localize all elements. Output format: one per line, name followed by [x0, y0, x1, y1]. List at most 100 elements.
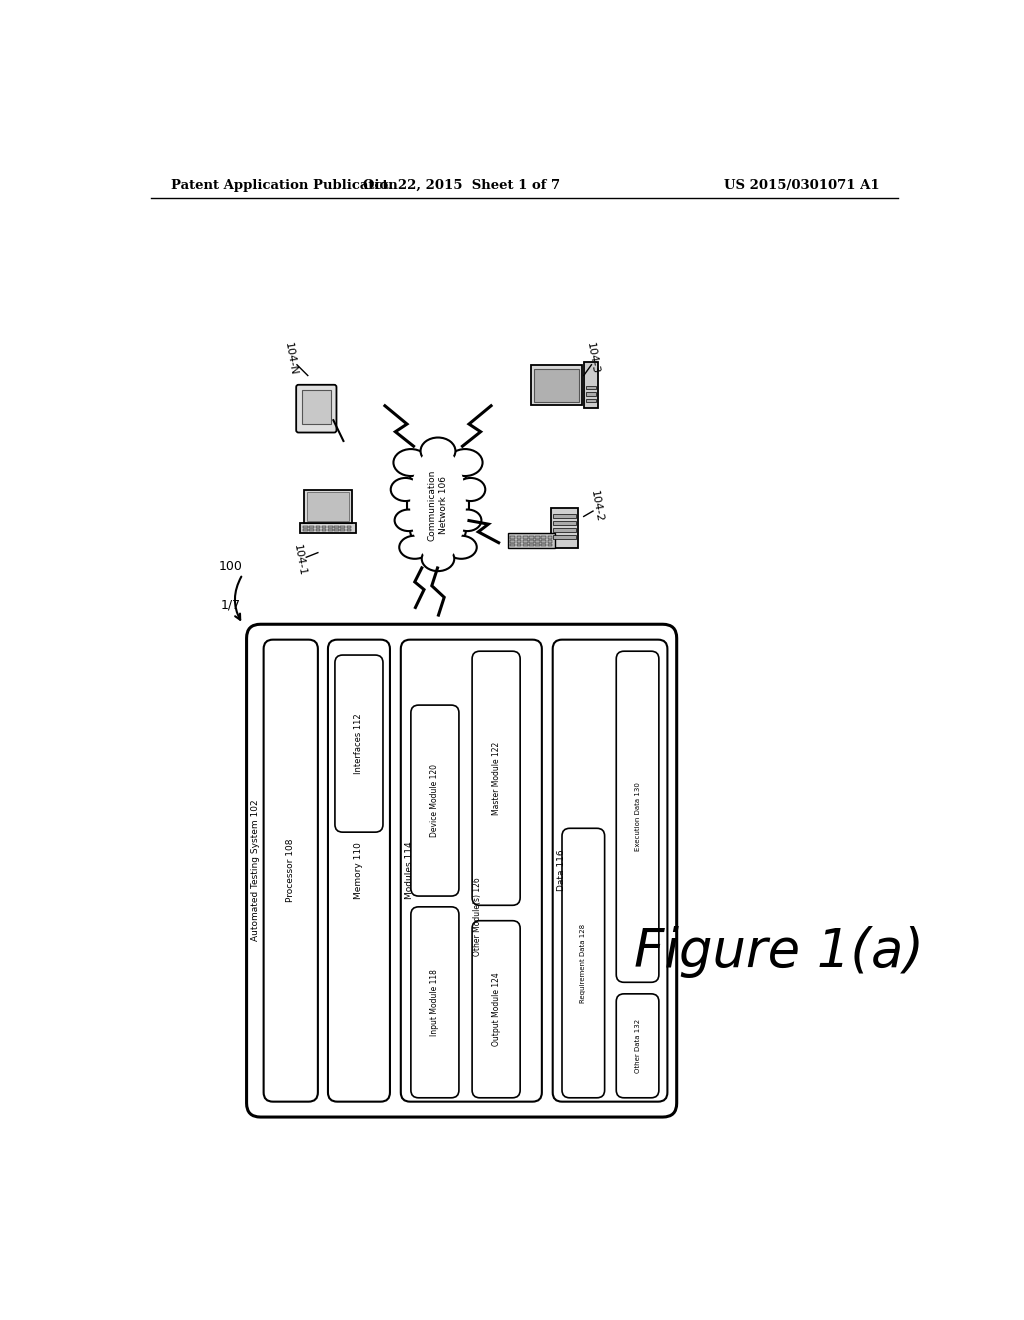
FancyBboxPatch shape — [616, 994, 658, 1098]
Bar — [523, 536, 527, 539]
Text: Requirement Data 128: Requirement Data 128 — [581, 924, 587, 1003]
Bar — [586, 387, 597, 389]
FancyBboxPatch shape — [247, 624, 677, 1117]
Text: Output Module 124: Output Module 124 — [492, 973, 501, 1047]
Bar — [529, 544, 534, 546]
Text: Data 116: Data 116 — [557, 850, 565, 891]
Bar — [340, 529, 345, 531]
Ellipse shape — [391, 478, 420, 502]
Text: Modules 114: Modules 114 — [404, 842, 414, 899]
Text: Figure 1(a): Figure 1(a) — [634, 925, 924, 978]
Bar — [536, 536, 540, 539]
Bar — [529, 540, 534, 543]
Bar — [542, 544, 546, 546]
Text: Execution Data 130: Execution Data 130 — [635, 783, 641, 851]
Ellipse shape — [393, 449, 428, 477]
Bar — [322, 529, 327, 531]
Ellipse shape — [407, 444, 469, 566]
FancyBboxPatch shape — [335, 655, 383, 832]
Text: Master Module 122: Master Module 122 — [492, 742, 501, 814]
Bar — [315, 529, 321, 531]
Bar — [542, 540, 546, 543]
Text: 104-N: 104-N — [283, 342, 299, 376]
Ellipse shape — [447, 449, 482, 477]
Text: Automated Testing System 102: Automated Testing System 102 — [251, 800, 260, 941]
Bar — [536, 540, 540, 543]
Bar — [510, 536, 515, 539]
Bar — [510, 540, 515, 543]
Bar — [517, 544, 521, 546]
FancyBboxPatch shape — [411, 705, 459, 896]
Bar — [309, 525, 314, 528]
Text: Device Module 120: Device Module 120 — [430, 764, 439, 837]
Bar — [307, 492, 349, 521]
Bar — [309, 529, 314, 531]
FancyBboxPatch shape — [472, 921, 520, 1098]
Text: Input Module 118: Input Module 118 — [430, 969, 439, 1036]
Bar — [548, 544, 552, 546]
Bar — [553, 521, 575, 525]
Bar — [548, 540, 552, 543]
Bar — [529, 536, 534, 539]
Bar — [553, 528, 575, 532]
Text: 1/7: 1/7 — [221, 598, 241, 611]
FancyBboxPatch shape — [472, 651, 520, 906]
Bar — [523, 540, 527, 543]
Text: US 2015/0301071 A1: US 2015/0301071 A1 — [724, 178, 880, 191]
Bar — [302, 389, 331, 425]
Text: Communication
Network 106: Communication Network 106 — [428, 469, 449, 541]
Ellipse shape — [410, 446, 466, 564]
Bar — [328, 525, 333, 528]
Bar — [346, 525, 351, 528]
Bar — [517, 540, 521, 543]
Bar — [334, 525, 339, 528]
FancyBboxPatch shape — [411, 907, 459, 1098]
Bar — [315, 525, 321, 528]
Ellipse shape — [399, 536, 430, 558]
FancyBboxPatch shape — [553, 640, 668, 1102]
Bar — [334, 529, 339, 531]
Bar — [328, 529, 333, 531]
Bar — [346, 529, 351, 531]
FancyBboxPatch shape — [562, 829, 604, 1098]
Bar — [303, 529, 308, 531]
Text: Processor 108: Processor 108 — [287, 840, 295, 903]
Bar — [536, 544, 540, 546]
Ellipse shape — [454, 510, 481, 531]
Bar — [303, 525, 308, 528]
Ellipse shape — [456, 478, 485, 502]
FancyBboxPatch shape — [296, 385, 337, 433]
Bar — [517, 536, 521, 539]
FancyBboxPatch shape — [400, 640, 542, 1102]
FancyBboxPatch shape — [263, 640, 317, 1102]
Text: Memory 110: Memory 110 — [354, 842, 364, 899]
Bar — [531, 364, 582, 405]
Bar — [542, 536, 546, 539]
Bar — [586, 399, 597, 401]
Text: Patent Application Publication: Patent Application Publication — [171, 178, 397, 191]
Bar — [510, 544, 515, 546]
FancyBboxPatch shape — [616, 651, 658, 982]
Bar — [523, 544, 527, 546]
Bar — [535, 370, 579, 401]
Text: Oct. 22, 2015  Sheet 1 of 7: Oct. 22, 2015 Sheet 1 of 7 — [362, 178, 560, 191]
Ellipse shape — [421, 437, 456, 465]
Bar — [322, 525, 327, 528]
Bar — [586, 392, 597, 396]
Ellipse shape — [445, 536, 477, 558]
Ellipse shape — [422, 546, 455, 572]
Bar — [551, 508, 578, 548]
Bar — [553, 535, 575, 539]
Bar — [508, 532, 555, 548]
Bar — [340, 525, 345, 528]
Text: 100: 100 — [218, 560, 243, 573]
Ellipse shape — [394, 510, 423, 531]
Bar — [548, 536, 552, 539]
Text: 104-2: 104-2 — [589, 490, 604, 523]
Bar — [553, 513, 575, 517]
Text: Interfaces 112: Interfaces 112 — [354, 713, 364, 774]
Text: Other Module(s) 126: Other Module(s) 126 — [473, 878, 482, 956]
Text: 104-1: 104-1 — [292, 544, 308, 577]
Text: Other Data 132: Other Data 132 — [635, 1019, 641, 1073]
Text: 104-3: 104-3 — [586, 342, 601, 375]
